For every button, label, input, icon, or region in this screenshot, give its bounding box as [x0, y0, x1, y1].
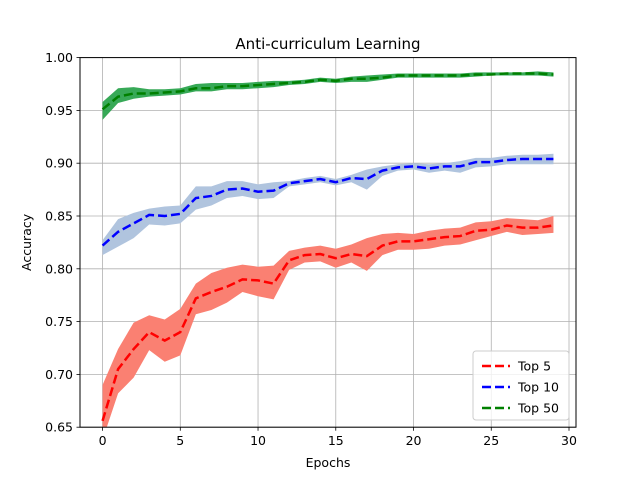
confidence-bands: [102, 71, 554, 428]
legend-box: [472, 350, 570, 421]
x-tick-label: 30: [561, 433, 577, 448]
x-tick-label: 20: [406, 433, 422, 448]
axis-ticks: 0 5 10 15 20 25 30 0.65 0.70 0.75 0.80 0.85 0.90 0.95…: [45, 50, 577, 448]
series-lines: [101, 72, 554, 422]
top-5-line: [101, 224, 554, 422]
y-tick-label: 0.80: [45, 261, 73, 276]
legend-label-top-50: Top 50: [517, 401, 559, 416]
x-tick-label: 5: [176, 433, 184, 448]
top-10-band: [102, 153, 554, 256]
y-tick-label: 0.95: [45, 103, 73, 118]
y-tick-label: 0.70: [45, 367, 73, 382]
chart-title: Anti-curriculum Learning: [235, 35, 420, 53]
y-axis-title: Accuracy: [19, 213, 34, 271]
legend-label-top-5: Top 5: [517, 359, 551, 374]
x-tick-label: 10: [250, 433, 266, 448]
legend: Top 5 Top 10 Top 50: [472, 350, 570, 421]
y-tick-label: 0.85: [45, 209, 73, 224]
y-tick-label: 0.65: [45, 420, 73, 435]
x-tick-label: 15: [328, 433, 344, 448]
plot-frame: [79, 57, 577, 428]
top-10-line: [101, 157, 554, 247]
y-tick-label: 0.90: [45, 156, 73, 171]
y-tick-label: 0.75: [45, 314, 73, 329]
x-tick-label: 25: [483, 433, 499, 448]
y-tick-label: 1.00: [45, 50, 73, 65]
top-50-band: [102, 71, 554, 120]
legend-label-top-10: Top 10: [517, 380, 559, 395]
top-5-band: [102, 216, 554, 428]
x-axis-title: Epochs: [306, 455, 351, 470]
x-tick-label: 0: [99, 433, 107, 448]
top-50-line: [101, 72, 554, 111]
